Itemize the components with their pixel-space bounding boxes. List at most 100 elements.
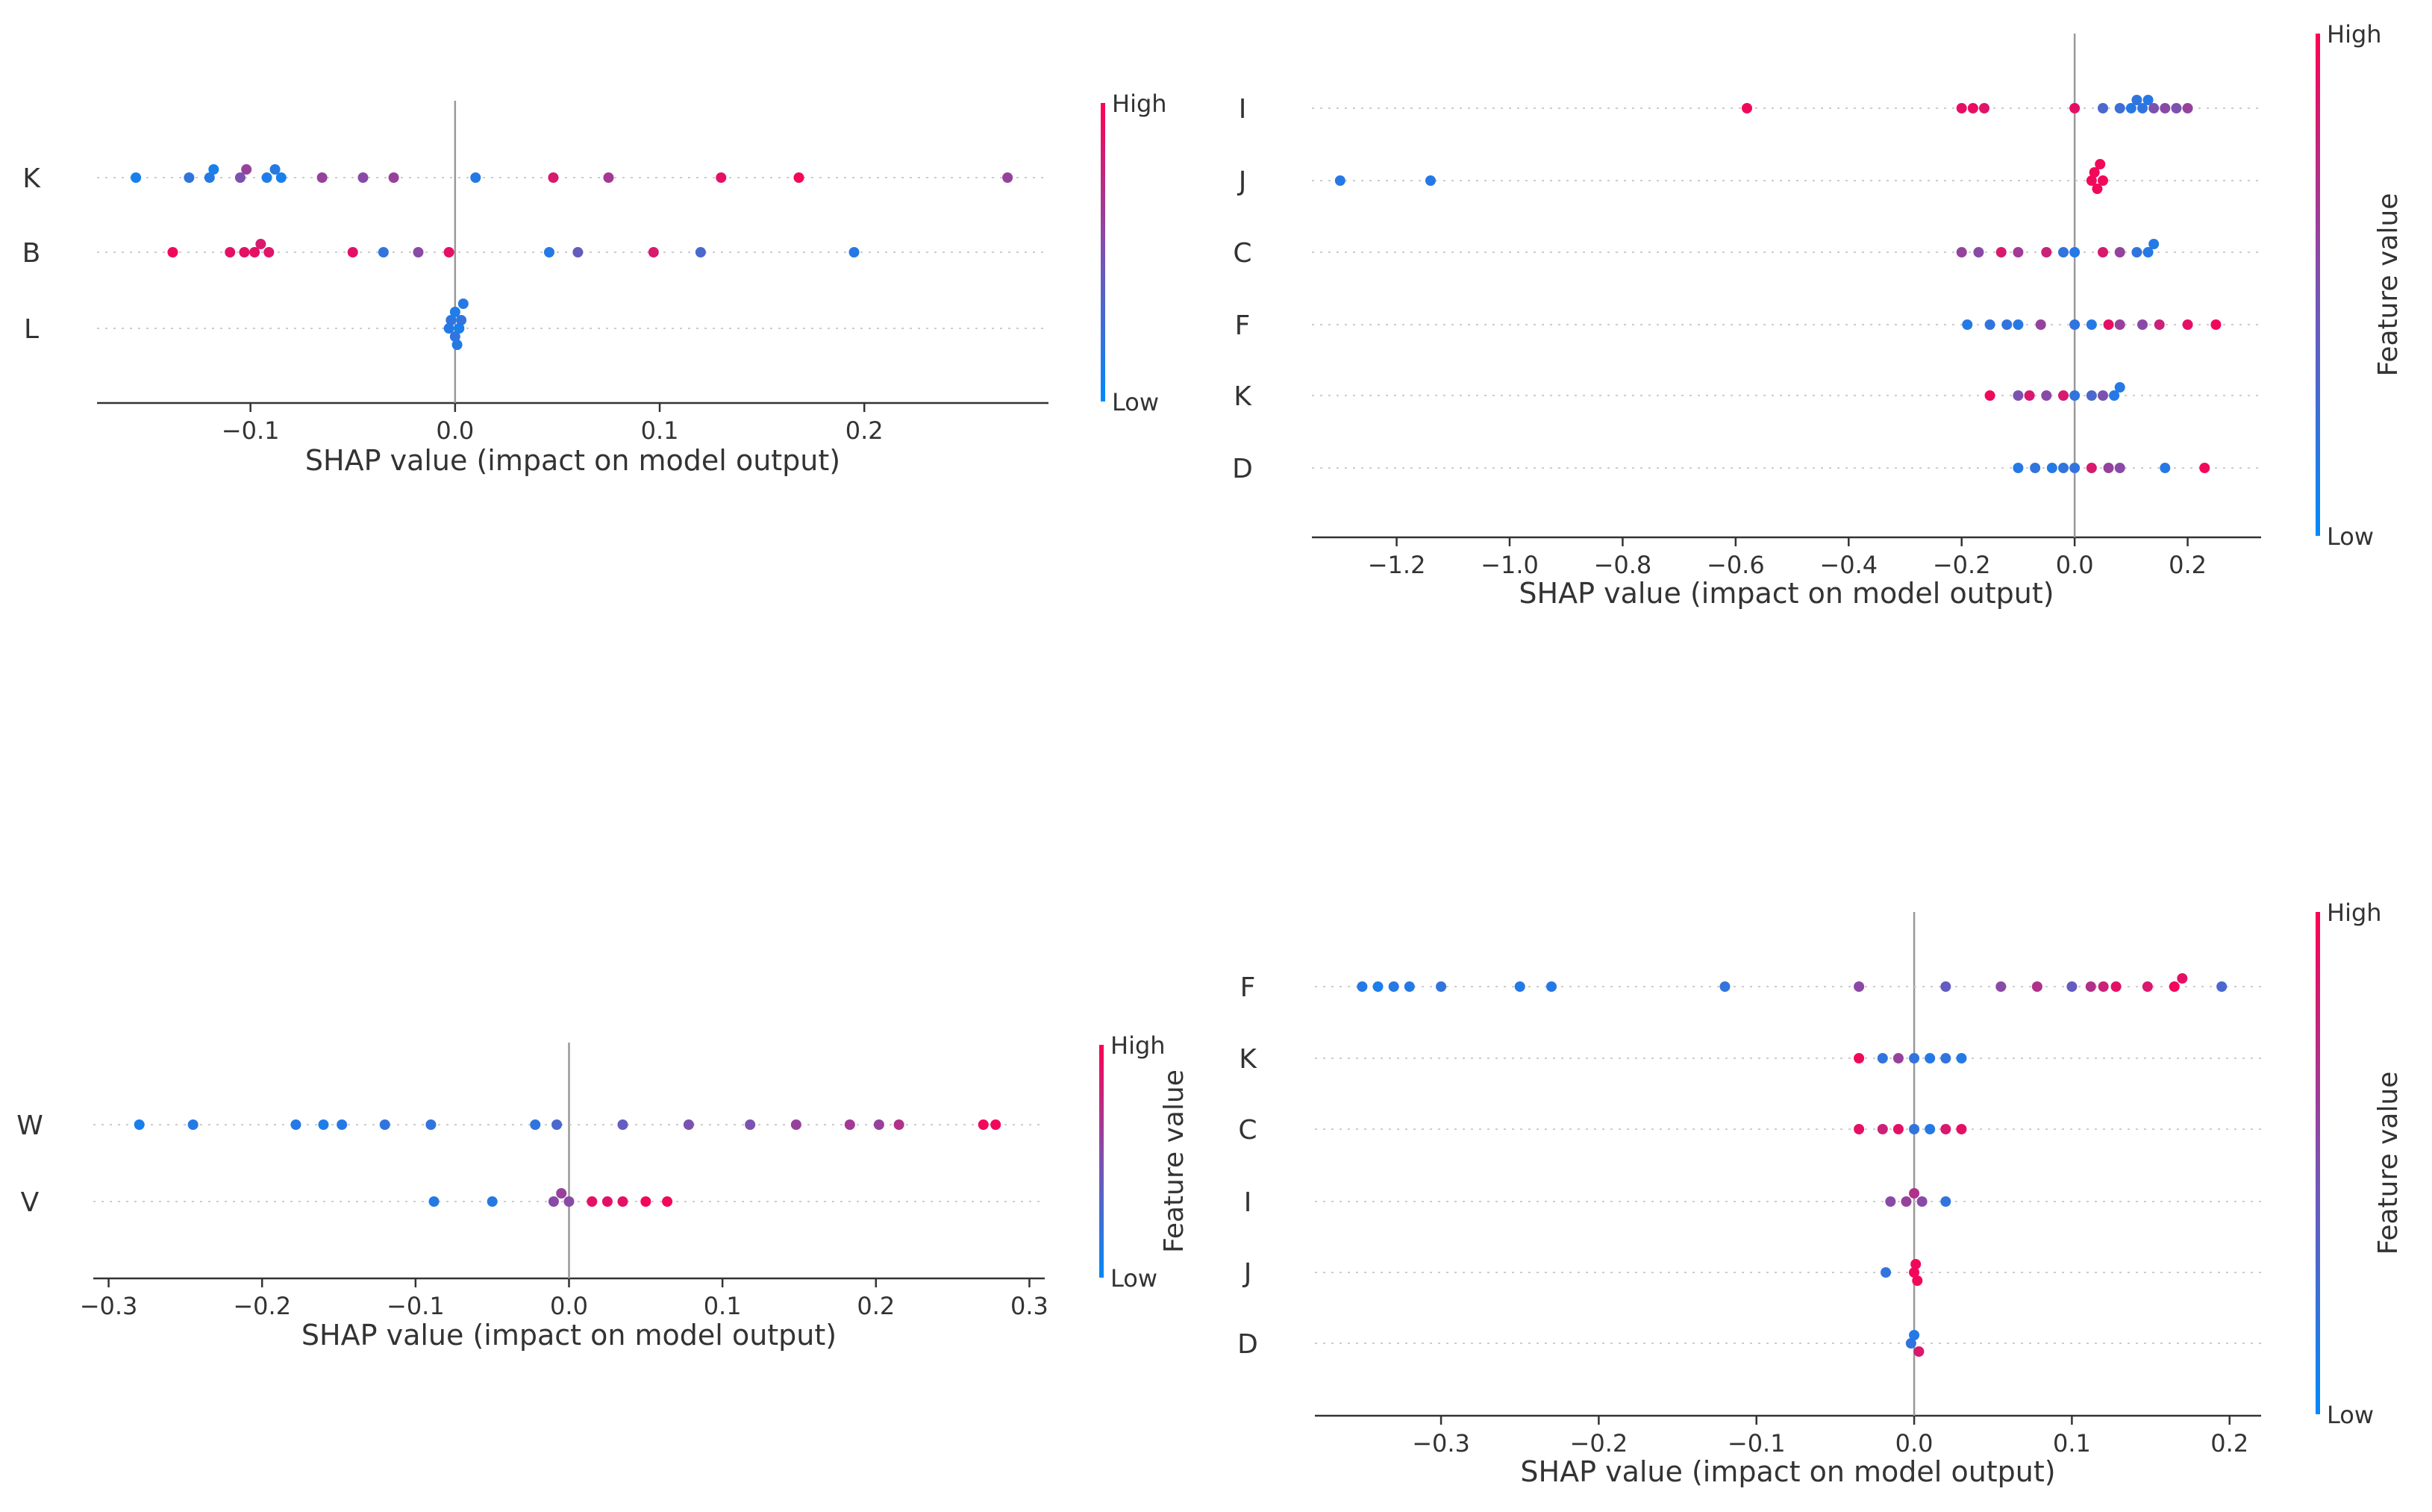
feature-label: C — [1238, 1115, 1257, 1146]
data-point — [2103, 463, 2114, 473]
x-tick-label: 0.2 — [2210, 1429, 2248, 1458]
data-point — [1334, 175, 1345, 186]
data-point — [716, 172, 727, 183]
feature-label: F — [1235, 310, 1251, 341]
x-tick-label: −0.1 — [1728, 1429, 1786, 1458]
data-point — [2142, 95, 2154, 105]
data-point — [2098, 175, 2108, 186]
data-point — [695, 247, 706, 257]
data-point — [530, 1119, 541, 1130]
data-point — [2114, 247, 2125, 257]
x-tick-label: −0.8 — [1594, 551, 1652, 579]
data-point — [1940, 1053, 1951, 1063]
data-point — [1877, 1053, 1888, 1063]
data-point — [1925, 1053, 1936, 1063]
data-point — [1956, 1124, 1967, 1134]
data-point — [893, 1119, 904, 1130]
data-point — [1912, 1275, 1923, 1286]
x-tick-label: 0.1 — [704, 1292, 742, 1320]
data-point — [1854, 1053, 1865, 1063]
data-point — [316, 172, 328, 183]
data-point — [1956, 1053, 1967, 1063]
data-point — [2069, 319, 2081, 330]
data-point — [2216, 981, 2228, 992]
data-point — [2086, 390, 2097, 401]
data-point — [2058, 463, 2069, 473]
data-point — [1881, 1267, 1892, 1278]
data-point — [225, 247, 236, 257]
data-point — [2098, 103, 2108, 113]
data-point — [449, 331, 460, 342]
data-point — [2069, 463, 2081, 473]
data-point — [1909, 1053, 1920, 1063]
feature-label: K — [1239, 1044, 1257, 1075]
data-point — [234, 172, 246, 183]
data-point — [1719, 981, 1731, 992]
data-point — [184, 172, 195, 183]
data-point — [1372, 981, 1384, 992]
data-point — [2137, 319, 2148, 330]
data-point — [388, 172, 399, 183]
data-point — [556, 1188, 567, 1199]
data-point — [241, 164, 252, 175]
x-tick-label: −0.3 — [1412, 1429, 1470, 1458]
data-point — [2069, 247, 2081, 257]
data-point — [1984, 319, 1995, 330]
x-tick-label: −0.4 — [1819, 551, 1878, 579]
data-point — [551, 1119, 563, 1130]
data-point — [2024, 390, 2035, 401]
colorbar-low-label: Low — [1110, 1264, 1157, 1293]
data-point — [2013, 390, 2024, 401]
data-point — [2114, 382, 2125, 393]
x-tick-label: −0.2 — [1570, 1429, 1628, 1458]
data-point — [2125, 103, 2136, 113]
data-point — [428, 1196, 440, 1207]
chart-3: −0.3 −0.2 −0.1 0.0 0.1 0.2 0.3 SHAP value (impa… — [16, 1031, 1190, 1352]
data-point — [548, 1196, 559, 1207]
data-point — [2210, 319, 2222, 330]
data-point — [1940, 1124, 1951, 1134]
x-tick-label: −1.2 — [1368, 551, 1426, 579]
data-point — [548, 172, 559, 183]
data-point — [1388, 981, 1399, 992]
x-tick-label: −0.1 — [222, 416, 280, 445]
data-point — [425, 1119, 437, 1130]
data-point — [617, 1196, 628, 1207]
data-point — [2114, 319, 2125, 330]
chart-4: −0.3 −0.2 −0.1 0.0 0.1 0.2 SHAP value (impact … — [1237, 899, 2404, 1488]
data-point — [1909, 1267, 1920, 1278]
data-point — [290, 1119, 301, 1130]
data-point — [2086, 463, 2097, 473]
data-point — [1404, 981, 1415, 992]
feature-label: K — [22, 163, 41, 194]
data-point — [2013, 247, 2024, 257]
data-point — [443, 323, 454, 334]
x-tick-label: 0.0 — [550, 1292, 588, 1320]
data-point — [1357, 981, 1368, 992]
data-point — [261, 172, 272, 183]
data-point — [1877, 1124, 1888, 1134]
data-point — [1885, 1196, 1896, 1207]
data-point — [2109, 390, 2120, 401]
x-tick-label: 0.0 — [1895, 1429, 1934, 1458]
data-point — [2041, 390, 2052, 401]
data-point — [2086, 319, 2097, 330]
data-point — [1436, 981, 1447, 992]
data-point — [1995, 247, 2007, 257]
data-point — [2066, 981, 2078, 992]
x-tick-label: 0.0 — [2056, 551, 2094, 579]
data-point — [2089, 167, 2100, 178]
data-point — [1925, 1124, 1936, 1134]
x-axis-label: SHAP value (impact on model output) — [305, 444, 840, 477]
data-point — [2114, 103, 2125, 113]
colorbar-title: Feature value — [1159, 1069, 1190, 1253]
data-point — [187, 1119, 199, 1130]
data-point — [2114, 463, 2125, 473]
data-point — [978, 1119, 989, 1130]
data-point — [1979, 103, 1989, 113]
feature-label: K — [1234, 381, 1252, 412]
data-point — [134, 1119, 145, 1130]
data-point — [2098, 390, 2108, 401]
colorbar-title: Feature value — [2373, 1072, 2404, 1255]
colorbar-low-label: Low — [2327, 522, 2374, 551]
